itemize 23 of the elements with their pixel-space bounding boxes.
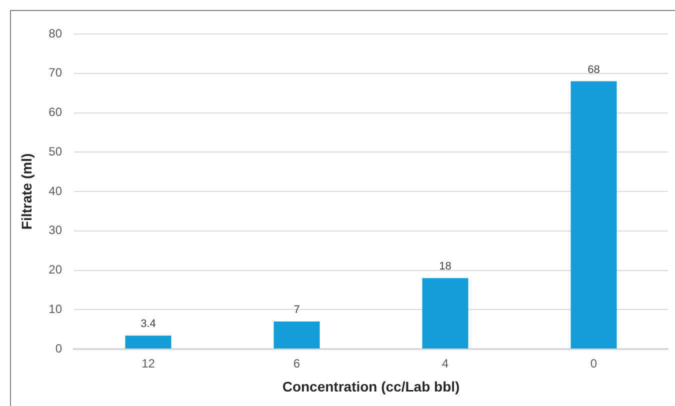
bar bbox=[570, 81, 617, 348]
y-tick-label: 70 bbox=[48, 66, 62, 80]
x-tick-label: 0 bbox=[590, 356, 598, 371]
data-label: 68 bbox=[588, 64, 600, 76]
y-tick-label: 50 bbox=[48, 144, 62, 158]
y-tick-label: 80 bbox=[48, 26, 62, 40]
x-tick-label: 4 bbox=[442, 356, 449, 371]
data-label: 3.4 bbox=[140, 318, 156, 330]
data-label: 7 bbox=[294, 304, 300, 316]
y-tick-label: 40 bbox=[48, 184, 62, 198]
data-label: 18 bbox=[439, 260, 452, 273]
y-tick-label: 30 bbox=[48, 223, 62, 238]
x-axis-title: Concentration (cc/Lab bbl) bbox=[282, 378, 460, 394]
bar bbox=[125, 336, 172, 348]
x-tick-label: 6 bbox=[293, 356, 300, 371]
y-tick-label: 20 bbox=[48, 262, 62, 277]
y-tick-label: 0 bbox=[55, 341, 62, 356]
y-axis-title: Filtrate (ml) bbox=[18, 153, 34, 230]
y-tick-label: 10 bbox=[48, 302, 62, 316]
y-tick-label: 60 bbox=[48, 105, 62, 120]
bar bbox=[274, 321, 320, 348]
x-tick-label: 12 bbox=[142, 356, 156, 371]
bar bbox=[422, 278, 468, 348]
